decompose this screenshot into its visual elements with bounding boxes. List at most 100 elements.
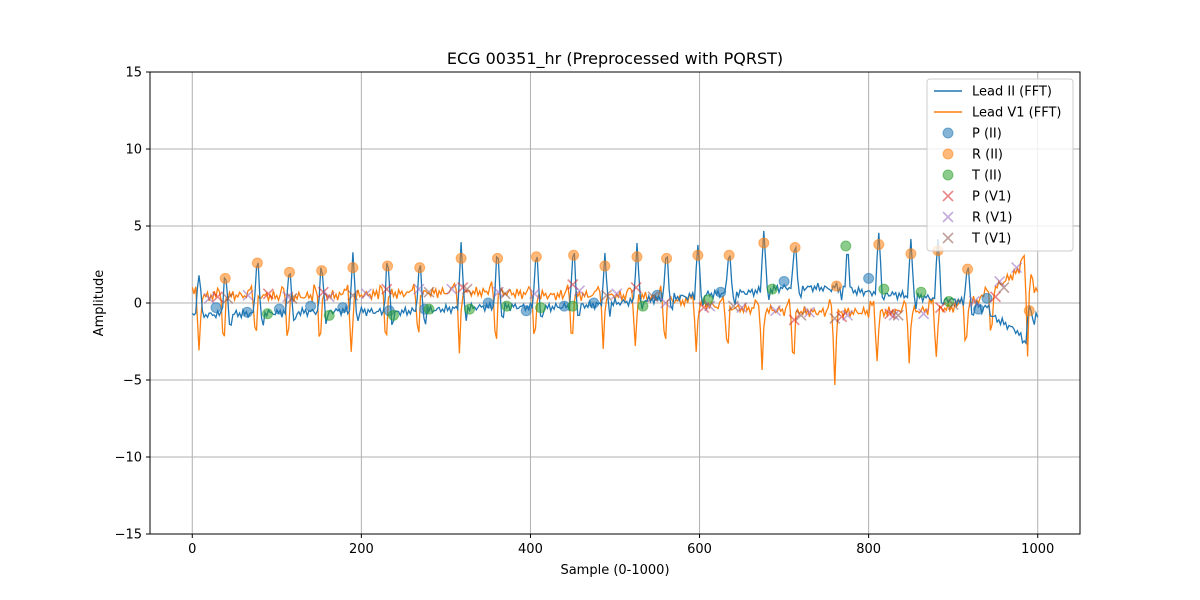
marker-t-ii	[840, 240, 852, 252]
marker-r-ii	[219, 272, 231, 284]
y-tick-label: 0	[134, 297, 142, 312]
marker-t-ii	[766, 283, 778, 295]
legend-swatch-p-v1	[942, 190, 954, 202]
legend-label-lead-v1-fft: Lead V1 (FFT)	[972, 106, 1061, 121]
legend-swatch-p-ii	[942, 127, 954, 139]
marker-t-v1-stroke-b	[461, 283, 473, 295]
marker-t-v1-stroke-b	[347, 289, 359, 301]
marker-t-v1-stroke-b	[998, 282, 1010, 294]
marker-r-ii	[692, 249, 704, 261]
marker-t-ii	[637, 300, 649, 312]
marker-t-v1-stroke-b	[795, 309, 807, 321]
marker-r-v1-stroke-b	[918, 308, 930, 320]
marker-r-ii	[905, 248, 917, 260]
marker-p-ii	[981, 292, 993, 304]
marker-p-ii	[273, 303, 285, 315]
legend-swatch-t-v1-stroke-b	[942, 232, 954, 244]
marker-r-v1	[803, 306, 816, 318]
marker-r-v1-stroke-b	[1011, 262, 1023, 274]
marker-r-ii	[568, 249, 580, 261]
marker-p-v1-stroke-b	[317, 286, 329, 298]
marker-r-v1-stroke-b	[360, 288, 373, 300]
x-tick-label: 200	[349, 542, 374, 557]
marker-r-v1-stroke-b	[323, 291, 335, 303]
marker-t-ii	[423, 303, 435, 315]
marker-r-v1	[492, 286, 504, 298]
marker-t-v1	[222, 292, 234, 304]
marker-r-ii	[491, 252, 503, 264]
marker-t-v1-stroke-b	[829, 312, 841, 324]
marker-t-v1	[998, 282, 1010, 294]
marker-p-ii	[973, 303, 985, 315]
legend-swatch-t-v1	[942, 232, 954, 244]
marker-r-ii	[455, 252, 467, 264]
legend-swatch-p-v1-stroke-b	[942, 190, 954, 202]
marker-r-ii	[631, 251, 643, 263]
marker-r-v1	[1011, 262, 1023, 274]
y-tick-label: −5	[123, 374, 142, 389]
marker-t-v1-stroke-b	[222, 292, 234, 304]
marker-r-ii	[414, 262, 426, 274]
marker-p-ii	[778, 275, 790, 287]
marker-r-ii	[661, 252, 673, 264]
x-tick-label: 800	[856, 542, 881, 557]
marker-p-v1-stroke-b	[457, 282, 469, 294]
marker-p-v1	[630, 282, 642, 294]
marker-r-ii	[873, 238, 885, 250]
marker-r-v1-stroke-b	[994, 275, 1006, 288]
marker-r-ii	[382, 260, 394, 272]
marker-r-v1-stroke-b	[803, 306, 816, 318]
marker-t-v1	[727, 300, 739, 312]
marker-t-v1	[499, 288, 511, 300]
y-tick-label: −10	[115, 451, 142, 466]
marker-r-ii	[251, 257, 263, 269]
marker-r-ii	[599, 260, 611, 272]
marker-r-v1-stroke-b	[573, 285, 586, 297]
marker-t-ii	[878, 283, 890, 295]
y-tick-label: 15	[125, 66, 142, 81]
marker-t-v1-stroke-b	[892, 309, 904, 321]
x-tick-label: 1000	[1021, 542, 1054, 557]
marker-p-v1-stroke-b	[567, 278, 579, 291]
marker-r-ii	[1023, 305, 1035, 317]
marker-group-t-v1	[222, 282, 1010, 324]
chart-title: ECG 00351_hr (Preprocessed with PQRST)	[447, 49, 783, 69]
marker-r-v1-stroke-b	[660, 297, 672, 309]
marker-r-v1	[770, 305, 782, 317]
marker-r-v1-stroke-b	[529, 288, 541, 300]
marker-r-v1	[446, 283, 458, 295]
plot-area	[191, 230, 1039, 386]
marker-t-v1-stroke-b	[286, 292, 298, 304]
x-tick-label: 600	[687, 542, 712, 557]
marker-r-ii	[962, 263, 974, 275]
marker-r-ii	[758, 237, 770, 249]
marker-r-v1-stroke-b	[203, 292, 215, 304]
legend-label-p-ii: P (II)	[972, 127, 1002, 142]
x-tick-label: 400	[518, 542, 543, 557]
marker-r-v1	[360, 288, 373, 300]
marker-r-v1	[968, 295, 980, 308]
x-axis: 0 200 400 600 800 1000	[188, 534, 1054, 557]
marker-r-v1	[323, 291, 335, 303]
marker-r-v1-stroke-b	[968, 295, 980, 308]
x-axis-label: Sample (0-1000)	[560, 563, 669, 578]
marker-r-v1	[841, 309, 854, 321]
marker-r-v1-stroke-b	[704, 300, 716, 312]
marker-p-v1-stroke-b	[381, 283, 393, 295]
marker-r-v1-stroke-b	[282, 291, 294, 303]
y-axis: −15 −10 −5 0 5 10 15	[115, 66, 150, 543]
marker-p-ii	[715, 286, 727, 298]
marker-p-v1-stroke-b	[212, 291, 224, 303]
legend-swatch-r-ii	[942, 148, 954, 160]
marker-p-ii	[588, 297, 600, 309]
marker-p-v1-stroke-b	[788, 314, 800, 326]
marker-p-v1-stroke-b	[262, 288, 274, 300]
marker-r-v1-stroke-b	[242, 289, 254, 301]
marker-t-ii	[262, 308, 274, 320]
marker-t-v1	[286, 292, 298, 304]
marker-r-v1	[918, 308, 930, 320]
marker-p-ii	[482, 297, 494, 309]
marker-r-v1-stroke-b	[841, 309, 854, 321]
marker-r-v1	[994, 275, 1006, 288]
